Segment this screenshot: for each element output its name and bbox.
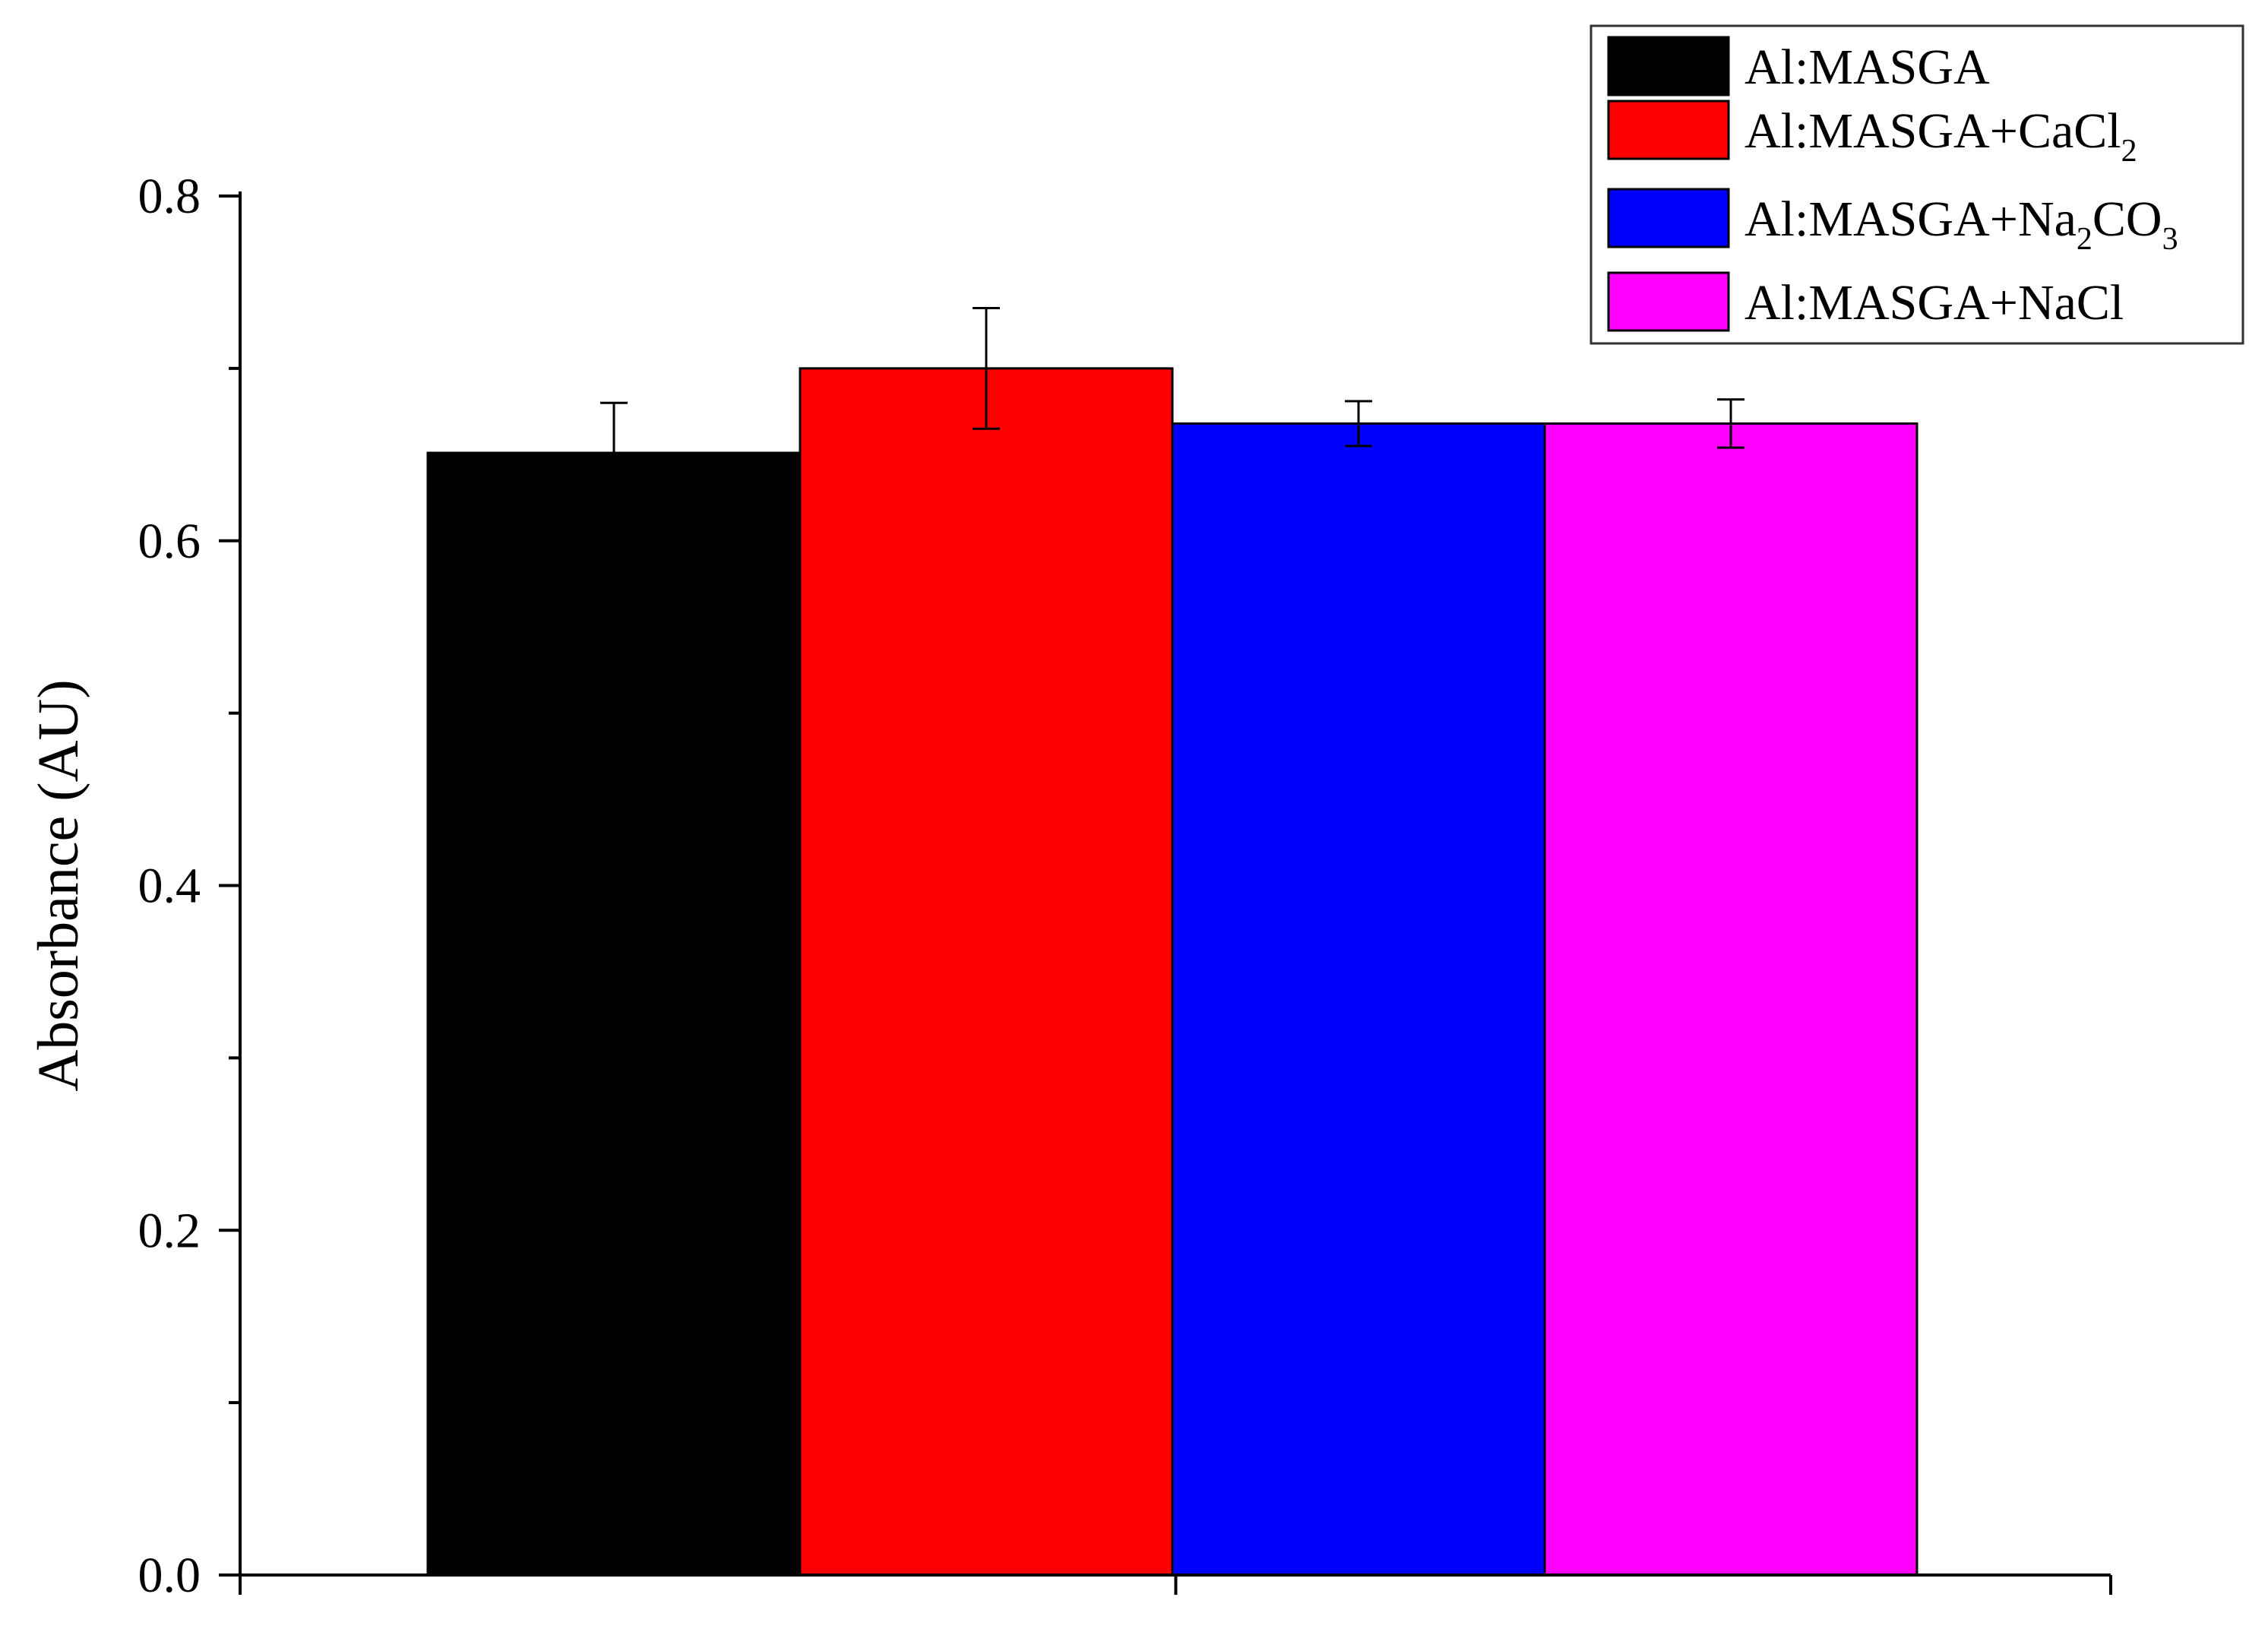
legend-swatch <box>1607 188 1730 248</box>
legend-swatch <box>1607 36 1730 96</box>
bar <box>1171 422 1546 1577</box>
bar <box>426 451 802 1577</box>
legend-label: Al:MASGA+Na2​CO3​ <box>1744 191 2178 257</box>
bar <box>1543 422 1918 1577</box>
y-tick-label: 0.8 <box>138 169 201 224</box>
y-tick-label: 0.2 <box>138 1203 201 1258</box>
legend-swatch <box>1607 100 1730 160</box>
y-tick-label: 0.0 <box>138 1548 201 1603</box>
legend: Al:MASGA Al:MASGA+CaCl2​ Al:MASGA+Na2​CO3​… <box>1589 24 2244 345</box>
legend-label: Al:MASGA+NaCl <box>1744 275 2124 331</box>
y-axis-label: Absorbance (AU) <box>27 679 90 1091</box>
error-bars-layer <box>600 306 1744 504</box>
y-tick-label: 0.4 <box>138 859 201 914</box>
y-tick-label: 0.6 <box>138 514 201 569</box>
axes-layer: 0.0 0.2 0.4 0.6 0.8 Absorbance (AU) <box>27 169 2112 1603</box>
bars-layer <box>426 367 1918 1577</box>
legend-label: Al:MASGA+CaCl2​ <box>1744 103 2137 169</box>
bar <box>799 367 1174 1577</box>
legend-label: Al:MASGA <box>1744 40 1990 95</box>
legend-swatch <box>1607 271 1730 332</box>
